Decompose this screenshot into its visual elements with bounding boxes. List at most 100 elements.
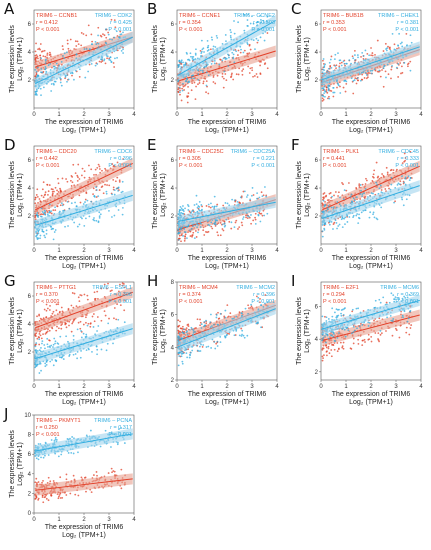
data-point: [34, 93, 37, 96]
data-point: [207, 223, 210, 226]
data-point: [332, 206, 335, 209]
data-point: [403, 310, 406, 313]
data-point: [390, 176, 393, 179]
data-point: [123, 286, 126, 289]
data-point: [109, 59, 112, 62]
data-point: [379, 184, 382, 187]
data-point: [46, 213, 49, 216]
data-point: [369, 72, 371, 75]
data-point: [193, 237, 196, 240]
data-point: [262, 209, 265, 212]
y-tick-label: 4: [171, 50, 175, 56]
data-point: [352, 342, 355, 345]
data-point: [360, 71, 363, 74]
data-point: [194, 224, 197, 227]
data-point: [44, 193, 47, 196]
x-tick-label: 1: [344, 384, 348, 390]
data-point: [246, 24, 249, 27]
data-point: [198, 206, 201, 208]
data-point: [216, 74, 219, 77]
data-point: [343, 328, 346, 331]
data-point: [251, 15, 253, 18]
data-point: [193, 81, 196, 84]
data-point: [377, 175, 380, 178]
data-point: [259, 21, 262, 24]
data-point: [35, 349, 37, 351]
x-tick-label: 3: [107, 248, 111, 254]
data-point: [105, 54, 108, 57]
data-point: [177, 319, 180, 322]
data-point: [71, 292, 74, 294]
data-point: [216, 37, 219, 39]
data-point: [108, 57, 111, 60]
data-point: [72, 163, 75, 166]
data-point: [105, 192, 108, 195]
data-point: [57, 177, 59, 180]
data-point: [37, 498, 40, 501]
data-point: [180, 355, 183, 358]
data-point: [86, 199, 89, 202]
data-point: [56, 325, 58, 328]
data-point: [361, 344, 364, 347]
data-point: [121, 282, 124, 285]
data-point: [384, 188, 387, 190]
data-point: [66, 200, 69, 203]
data-point: [56, 493, 59, 495]
data-point: [262, 19, 265, 22]
data-point: [352, 197, 355, 200]
data-point: [67, 225, 69, 227]
data-point: [89, 325, 92, 328]
data-point: [252, 22, 255, 25]
data-point: [107, 322, 110, 325]
data-point: [233, 61, 236, 64]
r-value: r = 0.396: [110, 156, 132, 162]
data-point: [385, 49, 388, 52]
data-point: [108, 317, 110, 320]
data-point: [59, 476, 62, 479]
data-point: [178, 211, 181, 213]
data-point: [57, 497, 60, 500]
data-point: [335, 222, 338, 224]
data-point: [375, 217, 378, 220]
series-label: TRIM6 – CDC25A: [231, 149, 276, 155]
data-point: [61, 45, 64, 47]
x-tick-label: 2: [225, 248, 229, 254]
regression-line: [178, 50, 276, 82]
data-point: [336, 336, 339, 339]
data-point: [87, 347, 90, 350]
data-point: [325, 341, 327, 344]
y-tick-label: 2: [171, 214, 175, 220]
data-point: [60, 61, 63, 63]
x-tick-label: 3: [107, 384, 111, 390]
data-point: [410, 324, 413, 326]
data-point: [323, 92, 326, 95]
data-point: [321, 99, 324, 102]
data-point: [250, 194, 253, 197]
data-point: [224, 309, 227, 312]
data-point: [36, 350, 39, 352]
data-point: [222, 86, 225, 89]
data-point: [333, 91, 336, 94]
data-point: [97, 195, 100, 197]
data-point: [46, 52, 49, 55]
data-point: [55, 360, 58, 363]
data-point: [48, 51, 51, 54]
data-point: [234, 48, 237, 51]
data-point: [224, 316, 227, 319]
data-point: [408, 194, 411, 197]
data-point: [72, 319, 75, 322]
x-axis-label: The expression of TRIM6: [45, 255, 124, 262]
data-point: [69, 72, 72, 75]
x-tick-label: 0: [175, 384, 179, 390]
data-point: [108, 38, 111, 41]
data-point: [48, 339, 50, 342]
data-point: [178, 237, 181, 240]
data-point: [69, 38, 72, 41]
data-point: [344, 90, 347, 93]
data-point: [346, 221, 349, 223]
data-point: [45, 229, 48, 232]
data-point: [371, 54, 374, 57]
data-point: [216, 203, 219, 206]
data-point: [51, 192, 54, 195]
data-point: [104, 183, 106, 186]
